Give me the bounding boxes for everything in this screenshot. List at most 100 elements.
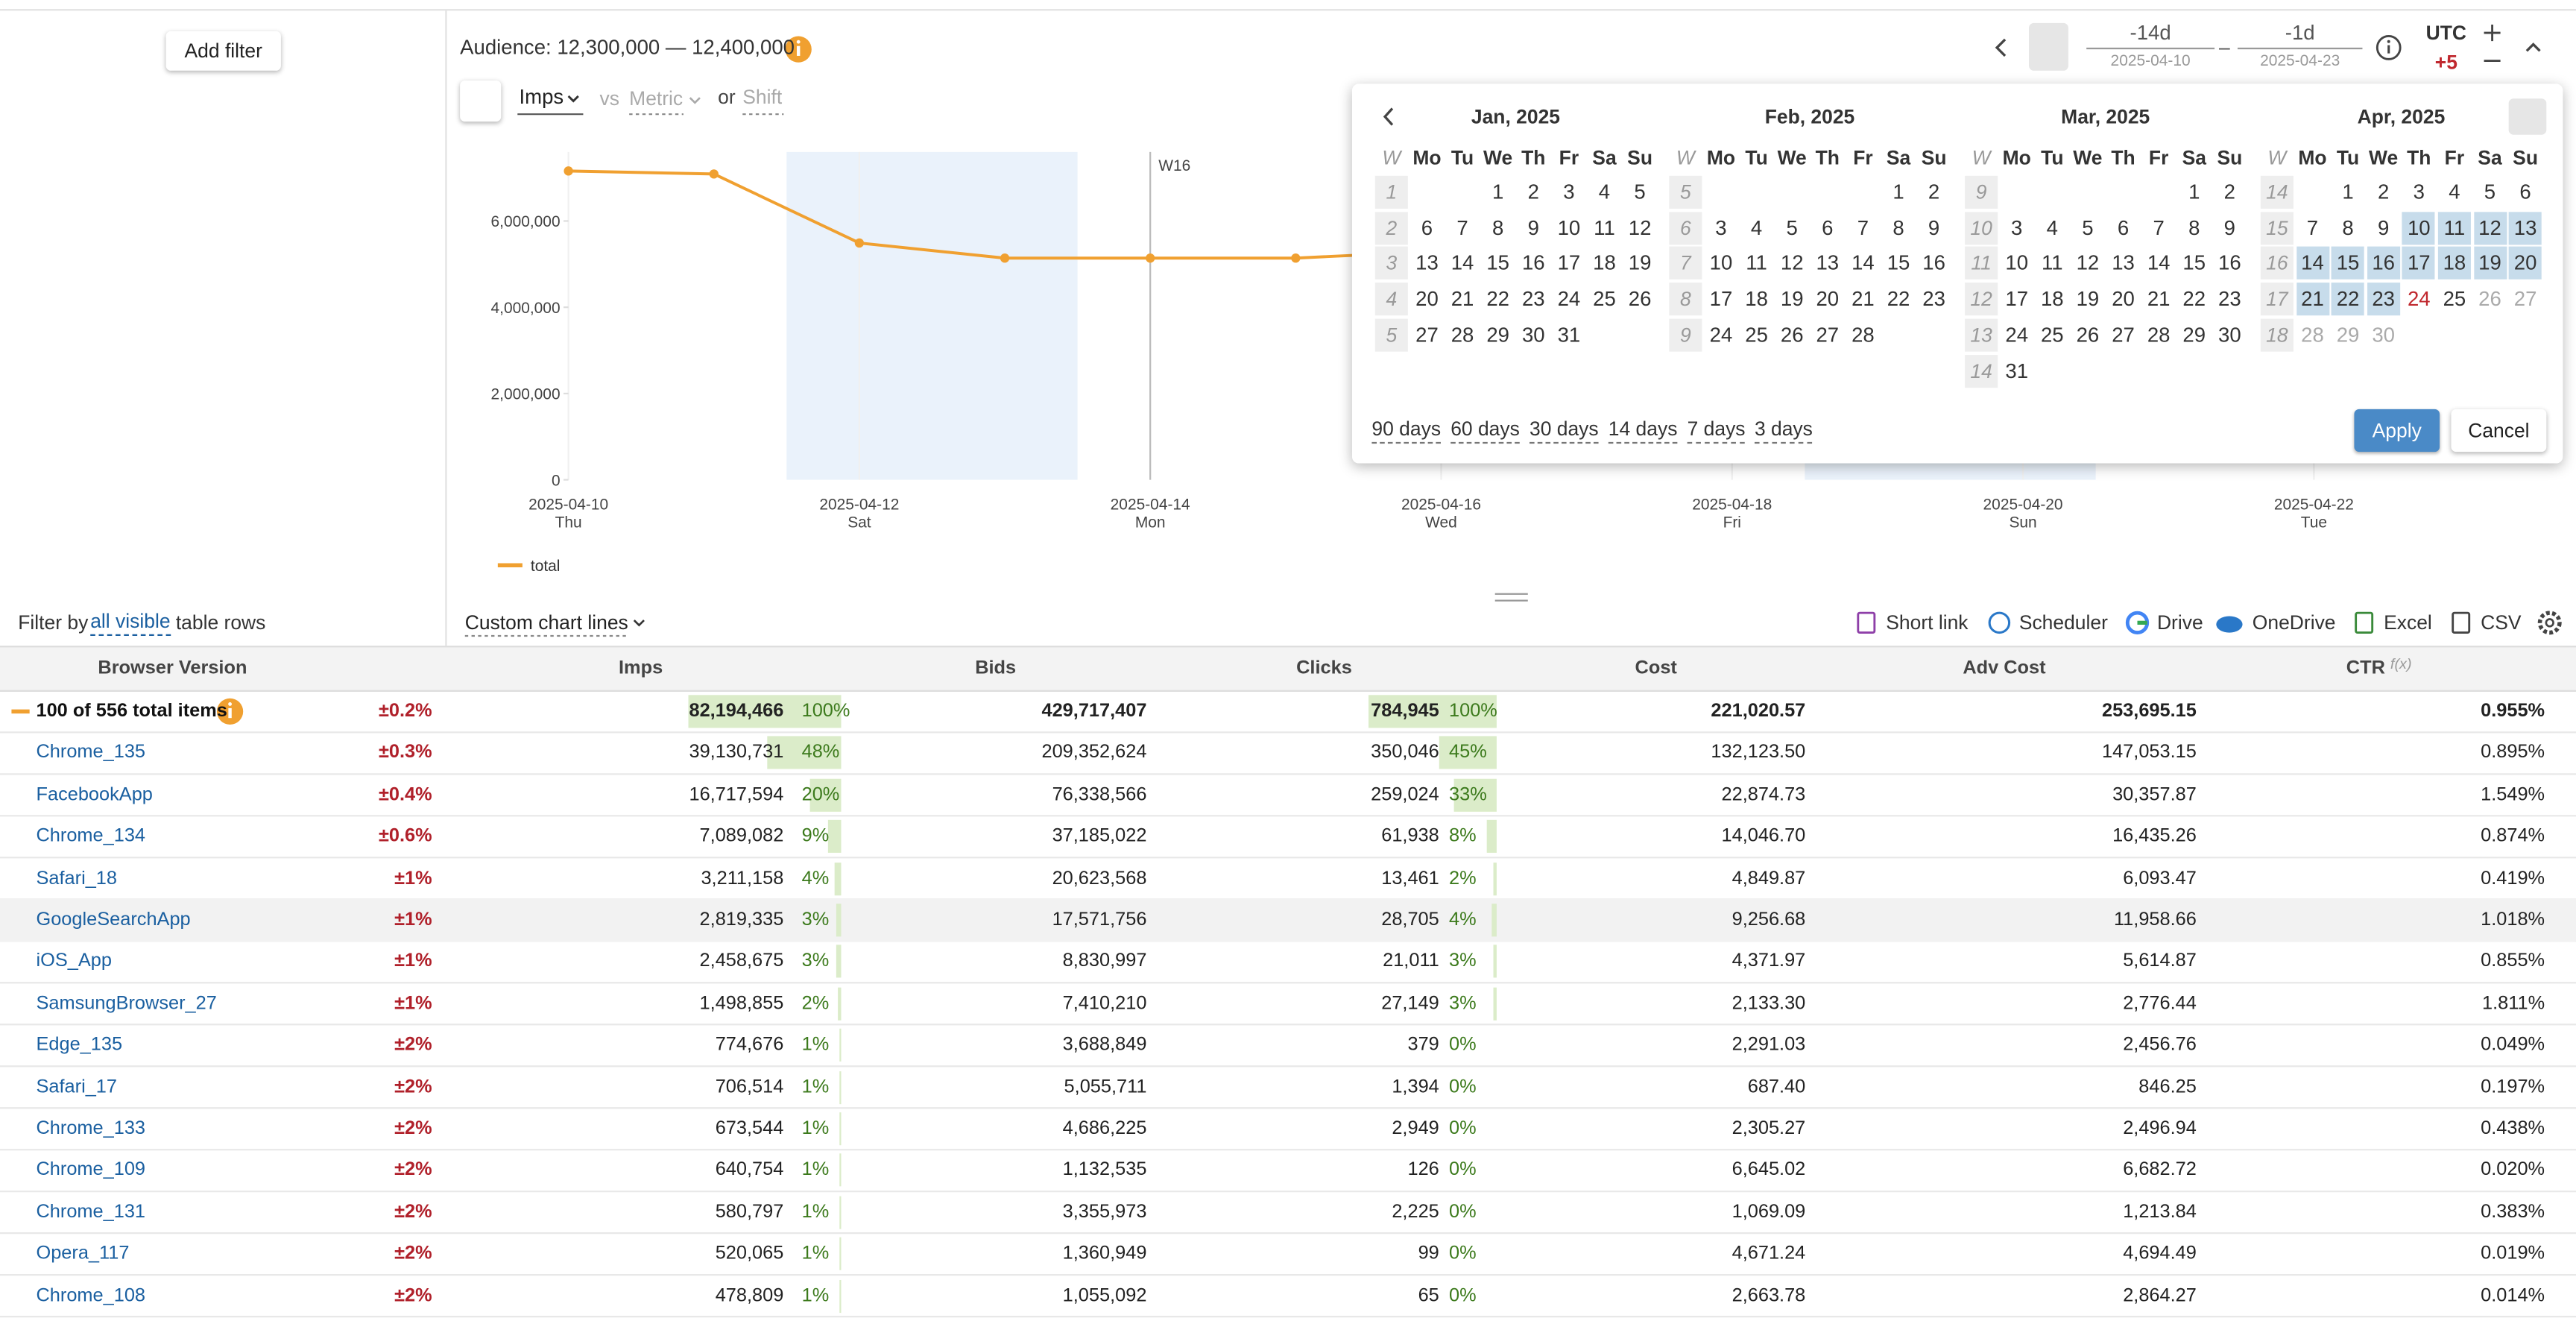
calendar-day[interactable]: 14 <box>2147 252 2171 275</box>
calendar-day[interactable]: 25 <box>2040 323 2064 347</box>
calendar-day[interactable]: 11 <box>1746 252 1767 275</box>
next-range-button[interactable] <box>2029 22 2068 71</box>
calendar-day[interactable]: 19 <box>1628 252 1652 275</box>
calendar-day[interactable]: 7 <box>2153 216 2165 240</box>
calendar-day[interactable]: 29 <box>2336 323 2360 347</box>
calendar-day[interactable]: 17 <box>1557 252 1581 275</box>
calendar-day[interactable]: 22 <box>1486 287 1509 311</box>
calendar-day[interactable]: 13 <box>1415 252 1439 275</box>
calendar-day[interactable]: 17 <box>2005 287 2029 311</box>
row-name[interactable]: Safari_17 <box>36 1076 118 1097</box>
calendar-day[interactable]: 23 <box>2372 287 2395 311</box>
calendar-day[interactable]: 30 <box>2372 323 2395 347</box>
row-name[interactable]: Chrome_108 <box>36 1285 146 1306</box>
row-name[interactable]: Chrome_134 <box>36 827 146 847</box>
row-name[interactable]: Chrome_109 <box>36 1160 146 1181</box>
column-header[interactable]: Adv Cost <box>1963 658 2046 678</box>
calendar-day[interactable]: 2 <box>2377 180 2390 204</box>
metric-select[interactable]: Imps <box>519 85 564 109</box>
calendar-day[interactable]: 18 <box>2040 287 2064 311</box>
calendar-day[interactable]: 14 <box>1852 252 1875 275</box>
calendar-day[interactable]: 20 <box>1816 287 1840 311</box>
calendar-day[interactable]: 7 <box>1456 216 1468 240</box>
calendar-day[interactable]: 2 <box>2223 180 2235 204</box>
calendar-day[interactable]: 7 <box>2306 216 2319 240</box>
calendar-day[interactable]: 21 <box>1852 287 1875 311</box>
preset-range[interactable]: 60 days <box>1450 416 1520 444</box>
calendar-day[interactable]: 27 <box>2112 323 2135 347</box>
calendar-day[interactable]: 10 <box>2407 216 2431 240</box>
column-header[interactable]: Cost <box>1635 658 1677 678</box>
calendar-day[interactable]: 13 <box>2513 216 2537 240</box>
calendar-day[interactable]: 28 <box>2147 323 2171 347</box>
column-header[interactable]: Imps <box>619 658 663 678</box>
calendar-day[interactable]: 27 <box>1816 323 1840 347</box>
calendar-day[interactable]: 8 <box>2188 216 2200 240</box>
calendar-day[interactable]: 17 <box>1709 287 1733 311</box>
calendar-day[interactable]: 22 <box>2182 287 2206 311</box>
calendar-day[interactable]: 12 <box>1628 216 1652 240</box>
row-name[interactable]: GoogleSearchApp <box>36 910 191 930</box>
column-header[interactable]: Clicks <box>1296 658 1352 678</box>
toolbar-item[interactable]: CSV <box>2481 611 2522 634</box>
calendar-day[interactable]: 5 <box>1634 180 1646 204</box>
compare-select[interactable]: Metric <box>629 86 684 110</box>
calendar-day[interactable]: 14 <box>1450 252 1474 275</box>
calendar-day[interactable]: 19 <box>2076 287 2100 311</box>
calendar-day[interactable]: 24 <box>2005 323 2029 347</box>
calendar-day[interactable]: 3 <box>1715 216 1727 240</box>
range-from[interactable]: -14d <box>2130 21 2171 45</box>
calendar-day[interactable]: 8 <box>1491 216 1504 240</box>
calendar-day[interactable]: 28 <box>1450 323 1474 347</box>
cancel-button[interactable] <box>2451 409 2547 453</box>
calendar-day[interactable]: 2 <box>1928 180 1940 204</box>
row-name[interactable]: Edge_135 <box>36 1035 123 1056</box>
calendar-day[interactable]: 7 <box>1857 216 1869 240</box>
calendar-day[interactable]: 9 <box>2223 216 2235 240</box>
calendar-day[interactable]: 1 <box>1491 180 1504 204</box>
calendar-day[interactable]: 26 <box>1628 287 1652 311</box>
column-header[interactable]: Browser Version <box>98 658 247 678</box>
calendar-day[interactable]: 9 <box>2377 216 2390 240</box>
calendar-day[interactable]: 19 <box>2478 252 2501 275</box>
column-header[interactable]: CTR <box>2346 658 2385 678</box>
calendar-day[interactable]: 18 <box>1593 252 1616 275</box>
calendar-day[interactable]: 1 <box>2188 180 2200 204</box>
calendar-day[interactable]: 4 <box>2046 216 2058 240</box>
calendar-day[interactable]: 31 <box>1557 323 1581 347</box>
calendar-day[interactable]: 10 <box>1557 216 1581 240</box>
calendar-day[interactable]: 15 <box>2182 252 2206 275</box>
calendar-day[interactable]: 26 <box>1780 323 1804 347</box>
calendar-day[interactable]: 18 <box>1745 287 1768 311</box>
calendar-day[interactable]: 9 <box>1928 216 1940 240</box>
calendar-day[interactable]: 8 <box>2342 216 2354 240</box>
calendar-day[interactable]: 10 <box>2005 252 2029 275</box>
calendar-day[interactable]: 11 <box>2443 216 2466 240</box>
calendar-day[interactable]: 4 <box>1598 180 1611 204</box>
calendar-next-button[interactable] <box>2508 98 2547 135</box>
calendar-day[interactable]: 11 <box>2041 252 2063 275</box>
calendar-day[interactable]: 31 <box>2005 359 2029 382</box>
row-name[interactable]: Chrome_131 <box>36 1202 146 1223</box>
calendar-day[interactable]: 6 <box>2117 216 2130 240</box>
calendar-day[interactable]: 20 <box>2513 252 2537 275</box>
preset-range[interactable]: 90 days <box>1371 416 1442 444</box>
calendar-day[interactable]: 22 <box>1887 287 1910 311</box>
calendar-day[interactable]: 24 <box>1557 287 1581 311</box>
toolbar-item[interactable]: Excel <box>2384 611 2432 634</box>
add-filter-button[interactable] <box>165 31 281 71</box>
calendar-day[interactable]: 12 <box>2478 216 2501 240</box>
calendar-day[interactable]: 23 <box>1521 287 1545 311</box>
column-header[interactable]: Bids <box>975 658 1017 678</box>
row-name[interactable]: FacebookApp <box>36 785 153 805</box>
calendar-day[interactable]: 27 <box>2513 287 2537 311</box>
calendar-day[interactable]: 6 <box>1822 216 1834 240</box>
preset-range[interactable]: 7 days <box>1687 416 1746 444</box>
calendar-day[interactable]: 16 <box>1922 252 1945 275</box>
calendar-day[interactable]: 28 <box>1852 323 1875 347</box>
calendar-day[interactable]: 9 <box>1527 216 1539 240</box>
calendar-day[interactable]: 5 <box>1786 216 1798 240</box>
calendar-day[interactable]: 5 <box>2082 216 2094 240</box>
calendar-day[interactable]: 4 <box>1750 216 1763 240</box>
calendar-day[interactable]: 30 <box>1521 323 1545 347</box>
